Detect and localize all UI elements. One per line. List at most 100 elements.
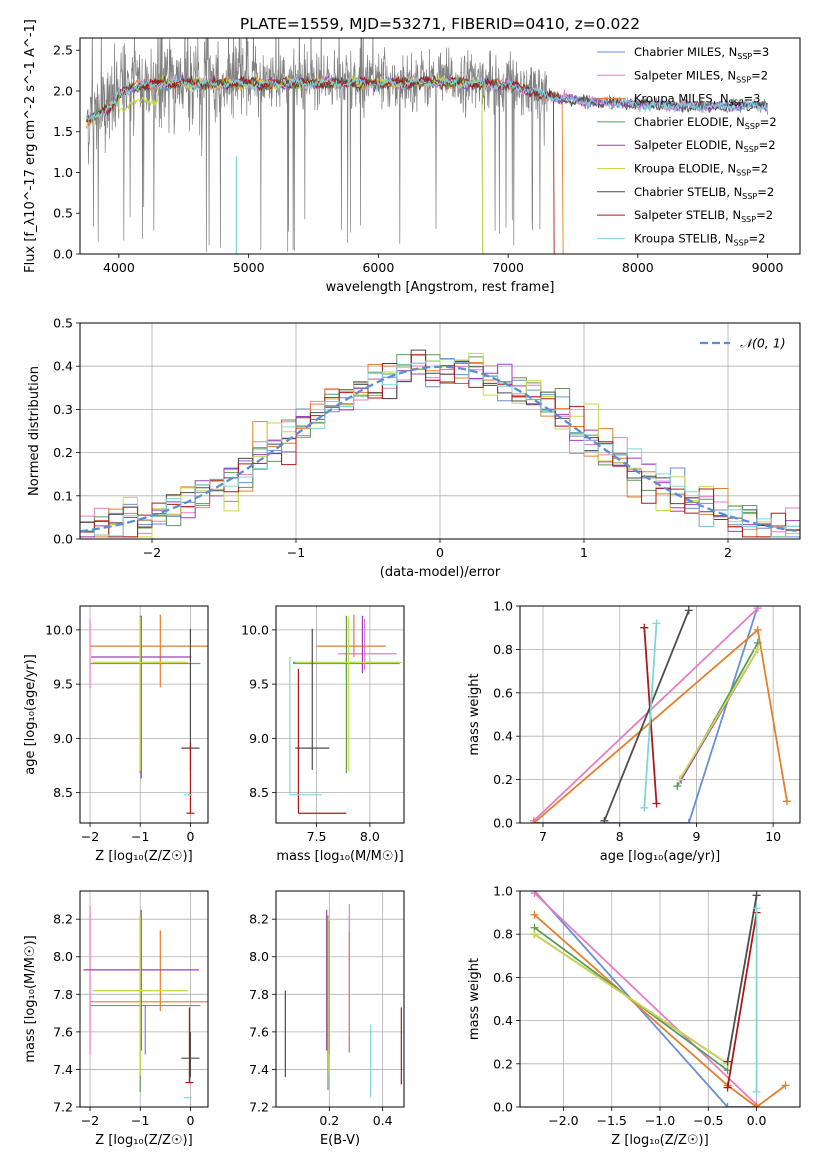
x-tick-label: −1.5	[597, 1113, 627, 1128]
model-spectrum-kroupa-miles	[86, 76, 564, 254]
y-tick-label: 8.2	[53, 912, 73, 927]
panel-residuals: −2 −1 0 1 2 0.0 0.1 0.2 0.3 0.4 0.5 (data-model)/er…	[27, 316, 801, 580]
x-tick-label: 0.0	[747, 1113, 767, 1128]
y-tick-label: 1.0	[493, 884, 513, 899]
legend-label: Salpeter MILES, NSSP=2	[634, 68, 768, 84]
model-spectrum-kroupa-stelib	[86, 76, 769, 123]
legend-label: Kroupa STELIB, NSSP=2	[634, 231, 765, 247]
y-axis-label: mass weight	[467, 958, 482, 1040]
weight-marker	[530, 910, 539, 919]
y-tick-label: 0.5	[53, 206, 73, 221]
weight-marker	[529, 819, 538, 823]
histogram-kroupa-elodie	[80, 352, 800, 538]
weight-marker	[723, 1103, 732, 1107]
figure-title: PLATE=1559, MJD=53271, FIBERID=0410, z=0…	[240, 15, 640, 33]
y-tick-label: 8.2	[249, 912, 269, 927]
weight-marker	[530, 930, 539, 939]
y-tick-label: 8.0	[249, 949, 269, 964]
weight-line-salpeter-miles	[533, 892, 758, 1106]
legend-label: Chabrier ELODIE, NSSP=2	[634, 115, 777, 131]
x-tick-label: 0	[436, 545, 444, 560]
panel-mass-vs-EBV: 0.2 0.4 7.2 7.4 7.6 7.8 8.0 8.2 E(B-V)	[249, 890, 405, 1148]
x-tick-label: −2	[81, 829, 99, 844]
weight-marker	[752, 891, 761, 900]
y-axis-label: mass [log₁₀(M/M☉)]	[23, 935, 38, 1062]
plot-area	[289, 614, 402, 814]
weight-line-kroupa-stelib	[643, 623, 658, 808]
weight-line-chabrier-stelib	[603, 609, 690, 822]
x-tick-label: −1	[131, 1113, 149, 1128]
y-tick-label: 9.5	[53, 677, 73, 692]
grid	[520, 890, 800, 1108]
histogram-kroupa-stelib	[80, 358, 800, 538]
y-tick-label: 7.4	[249, 1062, 269, 1077]
x-tick-label: 9000	[752, 260, 784, 275]
weight-line-salpeter-miles	[533, 607, 759, 822]
spectrum-legend: Chabrier MILES, NSSP=3 Salpeter MILES, NS…	[597, 45, 777, 247]
x-axis-label: (data-model)/error	[380, 565, 501, 580]
panel-weight-vs-Z: −2.0 −1.5 −1.0 −0.5 0.0 0.0 0.2 0.4 0.6 0.8 1.0 Z […	[467, 884, 801, 1148]
x-axis-label: Z [log₁₀(Z/Z☉)]	[95, 1133, 192, 1148]
x-tick-label: −1	[287, 545, 305, 560]
weight-marker	[640, 623, 649, 632]
axes-frame	[79, 890, 209, 1108]
weight-marker	[684, 606, 693, 615]
y-tick-label: 0.3	[53, 402, 73, 417]
weight-marker	[723, 1083, 732, 1092]
panel-age-vs-Z: −2 −1 0 8.5 9.0 9.5 10.0 Z [log₁₀(Z/Z☉)] age [lo…	[23, 605, 209, 864]
y-axis-label: Normed distribution	[27, 366, 42, 496]
y-tick-label: 0.2	[493, 1056, 513, 1071]
x-tick-label: 0	[186, 1113, 194, 1128]
plot-area	[529, 606, 791, 823]
weight-marker	[752, 1087, 761, 1096]
legend-label: Salpeter STELIB, NSSP=2	[634, 208, 773, 224]
x-tick-label: −2	[81, 1113, 99, 1128]
grid	[276, 606, 404, 823]
weight-line-chabrier-stelib	[726, 895, 758, 1062]
x-axis-label: E(B-V)	[320, 1133, 360, 1148]
y-tick-label: 8.0	[53, 949, 73, 964]
panel-spectrum: 4000 5000 6000 7000 8000 9000 0.0 0.5 1.0 1.5 2.0 2…	[23, 19, 801, 295]
panel-mass-vs-Z: −2 −1 0 7.2 7.4 7.6 7.8 8.0 8.2 Z [log₁₀(Z/Z☉)] ma…	[23, 890, 209, 1148]
x-tick-label: 8000	[622, 260, 654, 275]
y-tick-label: 0.1	[53, 488, 73, 503]
weight-marker	[530, 891, 539, 898]
y-tick-label: 7.4	[53, 1062, 73, 1077]
x-tick-label: 7.5	[307, 829, 327, 844]
weight-marker	[652, 799, 661, 808]
grid	[80, 606, 208, 823]
x-tick-label: 0.4	[373, 1113, 393, 1128]
plot-area	[80, 349, 800, 538]
y-tick-label: 0.0	[53, 247, 73, 262]
grid	[276, 891, 404, 1108]
x-axis-label: Z [log₁₀(Z/Z☉)]	[611, 1133, 708, 1148]
y-tick-label: 7.2	[249, 1100, 269, 1115]
model-spectrum-salpeter-stelib	[86, 75, 555, 254]
weight-marker	[675, 775, 684, 784]
normal-curve-line	[80, 365, 800, 533]
histogram-chabrier-stelib	[80, 349, 800, 538]
x-tick-label: 5000	[233, 260, 265, 275]
y-tick-label: 9.0	[249, 731, 269, 746]
weight-line-kroupa-elodie	[533, 933, 729, 1065]
weight-marker	[640, 803, 649, 812]
y-tick-label: 10.0	[45, 622, 73, 637]
y-tick-label: 2.0	[53, 83, 73, 98]
y-tick-label: 0.2	[493, 772, 513, 787]
panel-age-vs-mass: 7.5 8.0 8.5 9.0 9.5 10.0 mass [log₁₀(M/M☉)]	[241, 605, 405, 864]
y-tick-label: 0.0	[53, 532, 73, 547]
weight-marker	[684, 819, 693, 823]
y-tick-label: 1.0	[493, 599, 513, 614]
y-tick-label: 0.8	[493, 642, 513, 657]
x-tick-label: −2	[143, 545, 161, 560]
y-tick-label: 8.5	[53, 785, 73, 800]
model-spectrum-chabrier-elodie	[86, 76, 484, 254]
chart-panels: 4000 5000 6000 7000 8000 90000.00.51.01.52.02…	[23, 19, 801, 1148]
x-tick-label: 0	[186, 829, 194, 844]
y-tick-label: 10.0	[241, 622, 269, 637]
legend-label: 𝒩(0, 1)	[740, 336, 786, 351]
y-tick-label: 0.4	[493, 729, 513, 744]
x-tick-label: 6000	[362, 260, 394, 275]
weight-marker	[673, 782, 682, 791]
y-tick-label: 7.8	[249, 987, 269, 1002]
